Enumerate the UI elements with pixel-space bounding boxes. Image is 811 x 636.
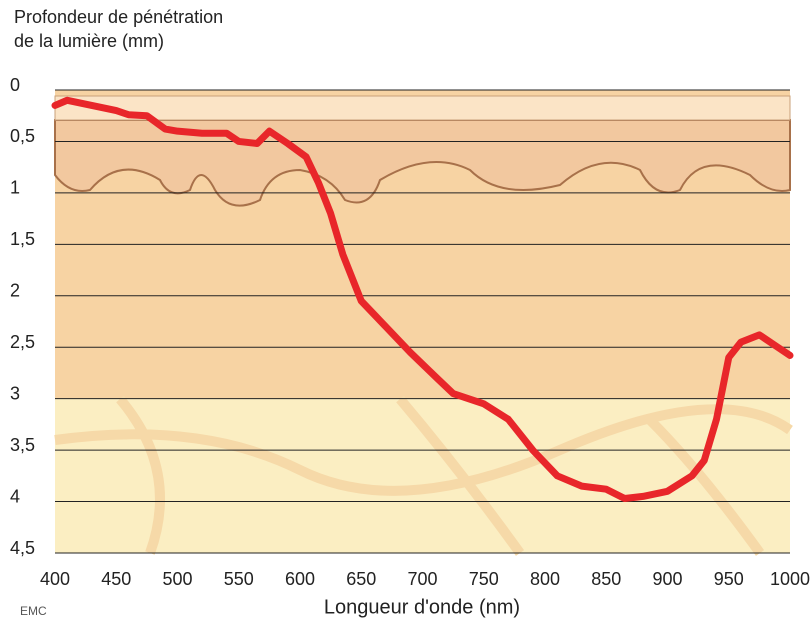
x-tick-label: 400 [40, 569, 70, 589]
x-tick-label: 900 [652, 569, 682, 589]
y-tick-label: 3,5 [10, 435, 35, 455]
x-tick-label: 450 [101, 569, 131, 589]
stratum-corneum [55, 96, 790, 120]
chart: Profondeur de pénétration de la lumière … [0, 0, 811, 631]
x-tick-label: 1000 [770, 569, 810, 589]
x-tick-label: 850 [591, 569, 621, 589]
y-tick-label: 1 [10, 178, 20, 198]
x-tick-label: 700 [407, 569, 437, 589]
y-tick-label: 1,5 [10, 229, 35, 249]
x-tick-label: 950 [714, 569, 744, 589]
y-tick-label: 0,5 [10, 126, 35, 146]
y-tick-label: 4,5 [10, 538, 35, 558]
y-axis-title: de la lumière (mm) [14, 31, 164, 51]
x-tick-label: 600 [285, 569, 315, 589]
x-axis-title: Longueur d'onde (nm) [324, 596, 520, 618]
x-tick-label: 800 [530, 569, 560, 589]
x-tick-label: 650 [346, 569, 376, 589]
y-tick-label: 3 [10, 383, 20, 403]
y-tick-label: 4 [10, 486, 20, 506]
x-tick-label: 750 [469, 569, 499, 589]
y-axis-title: Profondeur de pénétration [14, 7, 223, 27]
logo: EMC [20, 604, 47, 618]
x-tick-label: 550 [224, 569, 254, 589]
y-tick-label: 2,5 [10, 332, 35, 352]
y-tick-label: 2 [10, 281, 20, 301]
x-tick-label: 500 [162, 569, 192, 589]
y-tick-label: 0 [10, 75, 20, 95]
